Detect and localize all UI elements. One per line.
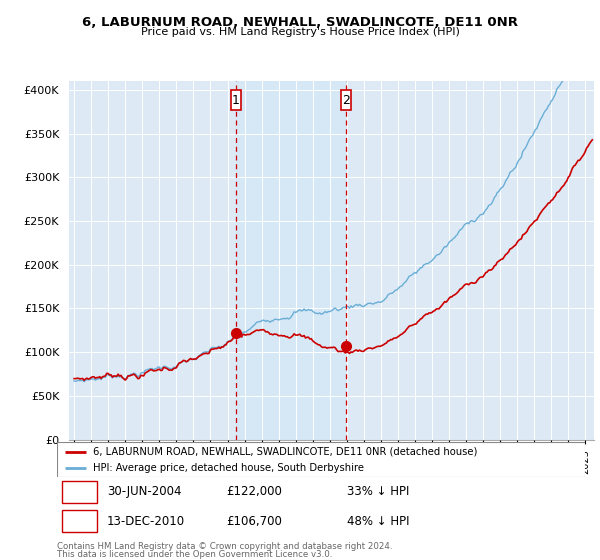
Text: This data is licensed under the Open Government Licence v3.0.: This data is licensed under the Open Gov… bbox=[57, 550, 332, 559]
Bar bbox=[62, 480, 97, 503]
Text: 13-DEC-2010: 13-DEC-2010 bbox=[107, 515, 185, 528]
Text: 1: 1 bbox=[76, 485, 83, 498]
Text: Price paid vs. HM Land Registry's House Price Index (HPI): Price paid vs. HM Land Registry's House … bbox=[140, 27, 460, 37]
Bar bbox=[236, 81, 346, 440]
Text: HPI: Average price, detached house, South Derbyshire: HPI: Average price, detached house, Sout… bbox=[93, 463, 364, 473]
Text: Contains HM Land Registry data © Crown copyright and database right 2024.: Contains HM Land Registry data © Crown c… bbox=[57, 542, 392, 550]
Text: 2: 2 bbox=[76, 515, 83, 528]
FancyBboxPatch shape bbox=[232, 90, 241, 110]
Text: £122,000: £122,000 bbox=[226, 485, 282, 498]
Bar bbox=[62, 510, 97, 533]
FancyBboxPatch shape bbox=[341, 90, 350, 110]
Text: 30-JUN-2004: 30-JUN-2004 bbox=[107, 485, 182, 498]
Text: 2: 2 bbox=[342, 94, 350, 106]
Text: 33% ↓ HPI: 33% ↓ HPI bbox=[347, 485, 410, 498]
Text: 6, LABURNUM ROAD, NEWHALL, SWADLINCOTE, DE11 0NR (detached house): 6, LABURNUM ROAD, NEWHALL, SWADLINCOTE, … bbox=[93, 447, 477, 457]
Text: £106,700: £106,700 bbox=[226, 515, 282, 528]
Text: 6, LABURNUM ROAD, NEWHALL, SWADLINCOTE, DE11 0NR: 6, LABURNUM ROAD, NEWHALL, SWADLINCOTE, … bbox=[82, 16, 518, 29]
Text: 48% ↓ HPI: 48% ↓ HPI bbox=[347, 515, 410, 528]
Text: 1: 1 bbox=[232, 94, 240, 106]
